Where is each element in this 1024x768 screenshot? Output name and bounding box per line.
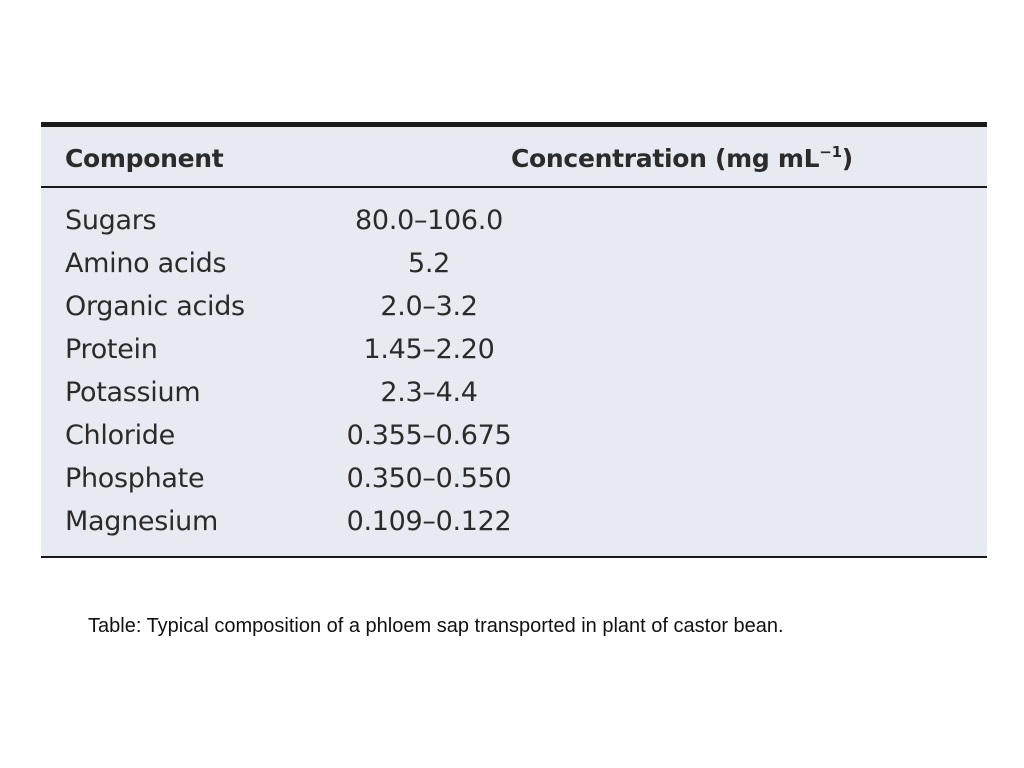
concentration-cell: 0.109–0.122 — [346, 506, 512, 537]
concentration-cell: 0.355–0.675 — [346, 420, 512, 451]
component-cell: Protein — [65, 334, 158, 365]
table-row: Potassium 2.3–4.4 — [41, 377, 987, 420]
composition-table: Component Concentration (mg mL−1) Sugars… — [41, 122, 987, 558]
concentration-cell: 2.0–3.2 — [380, 291, 478, 322]
table-body: Sugars 80.0–106.0 Amino acids 5.2 Organi… — [41, 205, 987, 549]
concentration-cell: 80.0–106.0 — [355, 205, 503, 236]
component-cell: Potassium — [65, 377, 201, 408]
concentration-cell: 0.350–0.550 — [346, 463, 512, 494]
component-cell: Amino acids — [65, 248, 227, 279]
table-row: Sugars 80.0–106.0 — [41, 205, 987, 248]
header-concentration: Concentration (mg mL−1) — [511, 144, 853, 173]
header-concentration-close: ) — [841, 144, 853, 173]
table-row: Amino acids 5.2 — [41, 248, 987, 291]
component-cell: Chloride — [65, 420, 175, 451]
component-cell: Phosphate — [65, 463, 205, 494]
header-concentration-exponent: −1 — [819, 143, 842, 161]
concentration-cell: 1.45–2.20 — [363, 334, 495, 365]
concentration-cell: 2.3–4.4 — [380, 377, 478, 408]
table-row: Organic acids 2.0–3.2 — [41, 291, 987, 334]
component-cell: Magnesium — [65, 506, 218, 537]
component-cell: Sugars — [65, 205, 157, 236]
table-row: Magnesium 0.109–0.122 — [41, 506, 987, 549]
table-row: Phosphate 0.350–0.550 — [41, 463, 987, 506]
header-component: Component — [65, 144, 224, 173]
component-cell: Organic acids — [65, 291, 245, 322]
table-caption: Table: Typical composition of a phloem s… — [88, 615, 784, 637]
table-row: Chloride 0.355–0.675 — [41, 420, 987, 463]
table-row: Protein 1.45–2.20 — [41, 334, 987, 377]
table-header-row: Component Concentration (mg mL−1) — [41, 127, 987, 188]
header-concentration-label: Concentration (mg mL — [511, 144, 820, 173]
concentration-cell: 5.2 — [407, 248, 451, 279]
